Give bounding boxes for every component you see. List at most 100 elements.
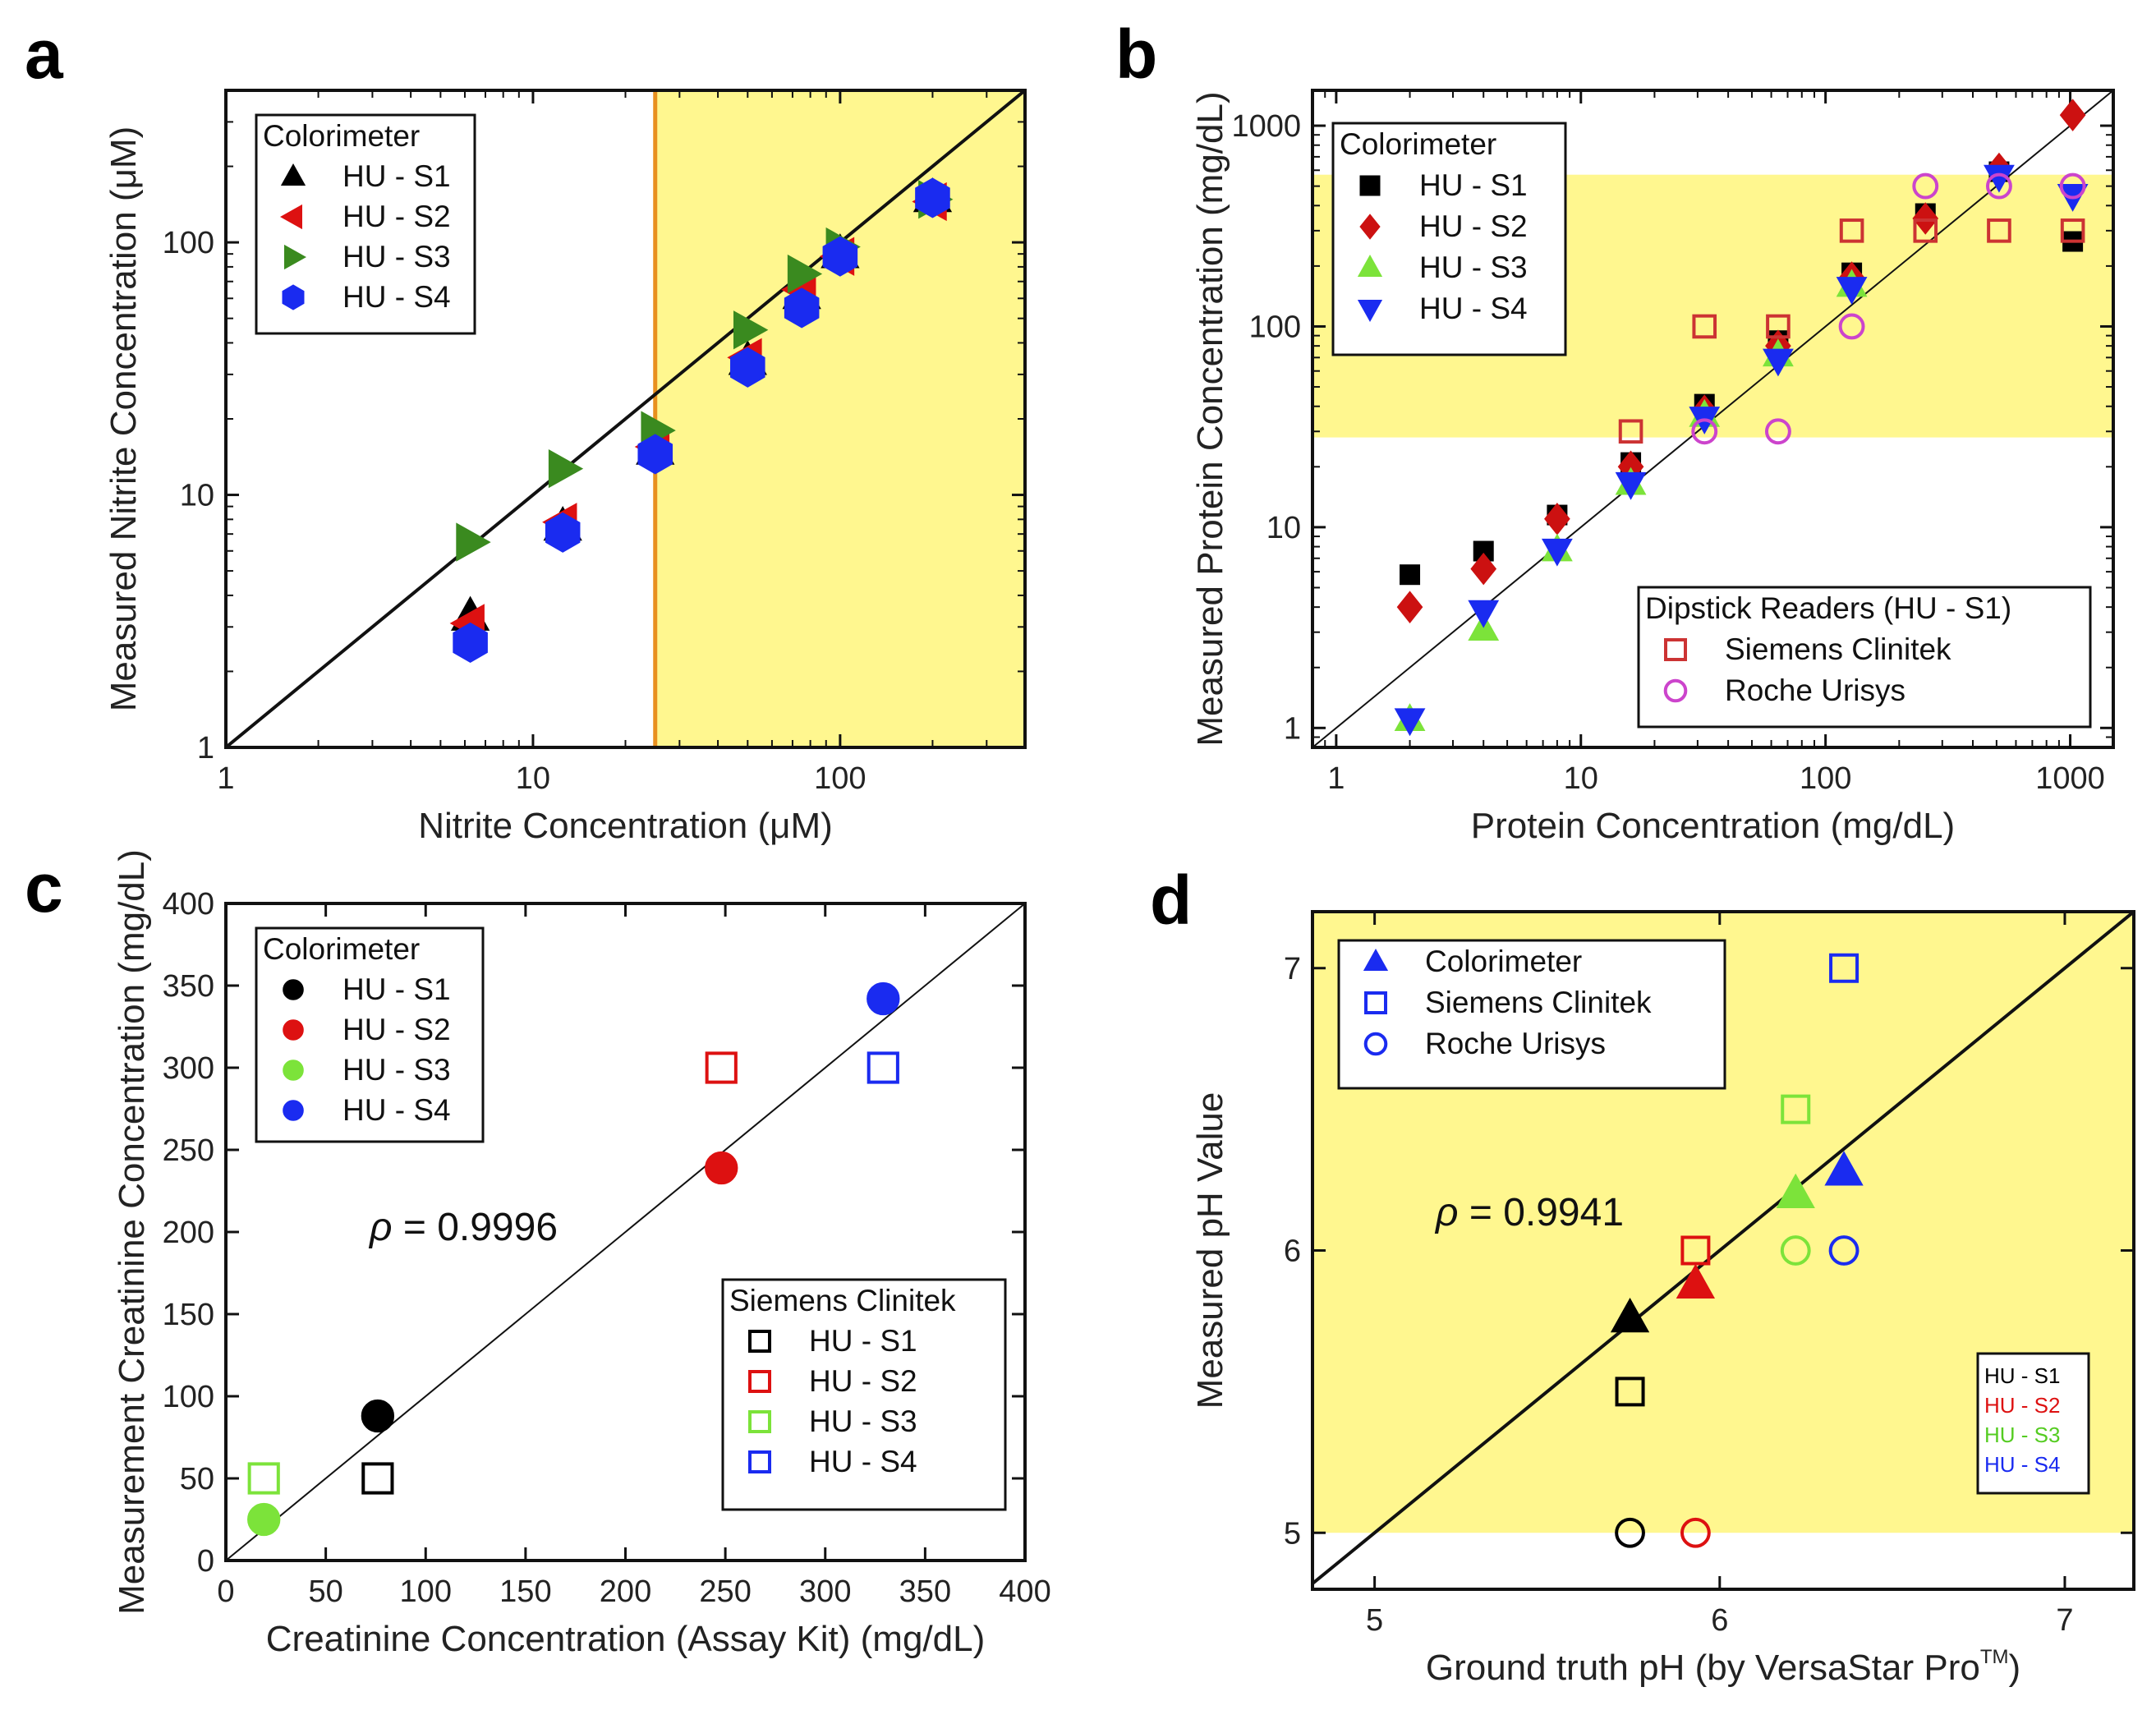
legend-label: HU - S4 xyxy=(809,1445,917,1478)
plot-area xyxy=(226,903,1025,1561)
x-axis-title: Ground truth pH (by VersaStar ProTM) xyxy=(1426,1646,2020,1688)
data-point xyxy=(361,1399,395,1433)
legend-marker xyxy=(748,1410,771,1433)
data-point xyxy=(705,1051,738,1084)
legend-label: HU - S3 xyxy=(1419,251,1528,284)
legend-label: Siemens Clinitek xyxy=(1425,986,1652,1019)
y-tick-label: 0 xyxy=(197,1544,214,1579)
legend-box xyxy=(1976,1352,2090,1495)
y-axis-title: Measured pH Value xyxy=(1190,1092,1230,1409)
data-point xyxy=(784,287,820,329)
identity-line xyxy=(226,903,1025,1561)
x-tick-label: 10 xyxy=(516,761,550,796)
data-point xyxy=(2059,172,2086,200)
data-point xyxy=(1987,218,2011,243)
ticks: 5 6 7 5 6 7 xyxy=(1284,912,2134,1638)
x-tick-label: 1000 xyxy=(2035,761,2105,796)
data-point xyxy=(1824,1151,1864,1186)
legend-label: HU - S4 xyxy=(1419,292,1528,325)
x-tick-label: 150 xyxy=(499,1574,551,1609)
legend-marker xyxy=(279,204,302,230)
correlation-annotation: ρ = 0.9941 xyxy=(1434,1191,1624,1234)
y-tick-label: 100 xyxy=(1249,310,1301,344)
y-tick-label: 150 xyxy=(163,1298,214,1332)
data-point xyxy=(1610,1297,1650,1333)
legend-label: HU - S4 xyxy=(342,1093,451,1127)
legend-box xyxy=(1637,586,2092,729)
data-point xyxy=(1615,1517,1645,1548)
data-point xyxy=(867,981,900,1016)
x-tick-label: 100 xyxy=(814,761,866,796)
data-point xyxy=(1912,202,1939,235)
data-point xyxy=(1781,1094,1811,1124)
legend-title: Colorimeter xyxy=(263,119,420,153)
legend-label: HU - S1 xyxy=(342,159,451,193)
legend-label: HU - S2 xyxy=(1984,1393,2060,1418)
data-point xyxy=(2060,218,2085,243)
legend-label: HU - S2 xyxy=(342,1013,451,1046)
x-tick-label: 350 xyxy=(899,1574,951,1609)
legend-marker xyxy=(283,1019,304,1041)
y-tick-label: 10 xyxy=(180,479,214,513)
y-tick-label: 200 xyxy=(163,1216,214,1250)
correlation-value: = 0.9941 xyxy=(1459,1191,1625,1234)
panel-a: a 1 10 100 1 10 100 Nitrite Concentration (μM) M… xyxy=(25,16,1027,846)
data-point xyxy=(453,622,488,663)
x-axis-title: Creatinine Concentration (Assay Kit) (mg… xyxy=(266,1619,985,1659)
x-tick-label: 100 xyxy=(400,1574,452,1609)
legend-label: Roche Urisys xyxy=(1725,673,1905,707)
correlation-value: = 0.9996 xyxy=(393,1206,559,1249)
legend-label: HU - S2 xyxy=(809,1364,917,1398)
data-point xyxy=(1764,418,1791,445)
x-axis-title-superscript: TM xyxy=(1980,1646,2009,1668)
legend-marker xyxy=(748,1370,771,1393)
data-point xyxy=(1676,1263,1716,1299)
legend-title: Siemens Clinitek xyxy=(729,1284,956,1317)
identity-line xyxy=(226,90,1025,747)
y-tick-label: 7 xyxy=(1284,952,1301,986)
legend-marker xyxy=(283,1100,304,1121)
legend-marker xyxy=(282,284,305,310)
panel-d: d 5 6 7 5 6 7 Ground truth pH (by VersaStar Pro… xyxy=(1150,862,2135,1688)
x-tick-label: 1 xyxy=(1327,761,1345,796)
legend-marker xyxy=(1363,948,1389,971)
panel-letter: d xyxy=(1150,862,1192,939)
x-tick-label: 7 xyxy=(2056,1603,2073,1638)
legend-marker xyxy=(1359,214,1381,240)
data-point xyxy=(1692,314,1717,339)
panel-c: c 0 50 100 150 200 250 300 350 400 0 50 100 150 200 250… xyxy=(25,849,1051,1659)
data-point xyxy=(1680,1517,1711,1548)
legend-title: Colorimeter xyxy=(1340,127,1496,161)
x-tick-label: 400 xyxy=(999,1574,1050,1609)
legend-marker xyxy=(283,1060,304,1081)
data-marks xyxy=(1394,99,2089,737)
y-axis-title: Measurement Creatinine Concentration (mg… xyxy=(112,849,152,1615)
x-axis-title: Protein Concentration (mg/dL) xyxy=(1471,806,1955,846)
x-tick-label: 100 xyxy=(1800,761,1851,796)
legend: Colorimeter Siemens Clinitek Roche Urisys xyxy=(1337,939,1726,1090)
data-point xyxy=(1394,708,1426,737)
shaded-region xyxy=(655,90,1025,747)
identity-line xyxy=(1312,912,2134,1585)
data-point xyxy=(1985,172,2012,200)
data-point xyxy=(1763,348,1794,377)
legend-marker xyxy=(1359,175,1381,196)
data-point xyxy=(1615,1377,1645,1407)
ticks: 1 10 100 1000 1 10 100 1000 xyxy=(1231,90,2113,796)
legend: Colorimeter HU - S1 HU - S2 HU - S3 HU - S4 xyxy=(255,926,485,1143)
legend-label: HU - S3 xyxy=(342,240,451,274)
legend-label: HU - S1 xyxy=(809,1324,917,1358)
y-tick-label: 10 xyxy=(1266,511,1301,545)
data-point xyxy=(1615,471,1647,500)
y-tick-label: 50 xyxy=(180,1462,214,1496)
ticks: 0 50 100 150 200 250 300 350 400 0 50 100 150 200 250 3… xyxy=(163,887,1051,1609)
data-point xyxy=(1828,1235,1859,1266)
correlation-annotation: ρ = 0.9996 xyxy=(368,1206,558,1249)
data-point xyxy=(1766,314,1791,339)
y-tick-label: 1 xyxy=(1284,711,1301,746)
x-axis-title: Nitrite Concentration (μM) xyxy=(418,806,833,846)
legend-label: HU - S4 xyxy=(1984,1452,2060,1477)
data-point xyxy=(1780,1235,1811,1266)
legend-box xyxy=(1337,939,1726,1090)
